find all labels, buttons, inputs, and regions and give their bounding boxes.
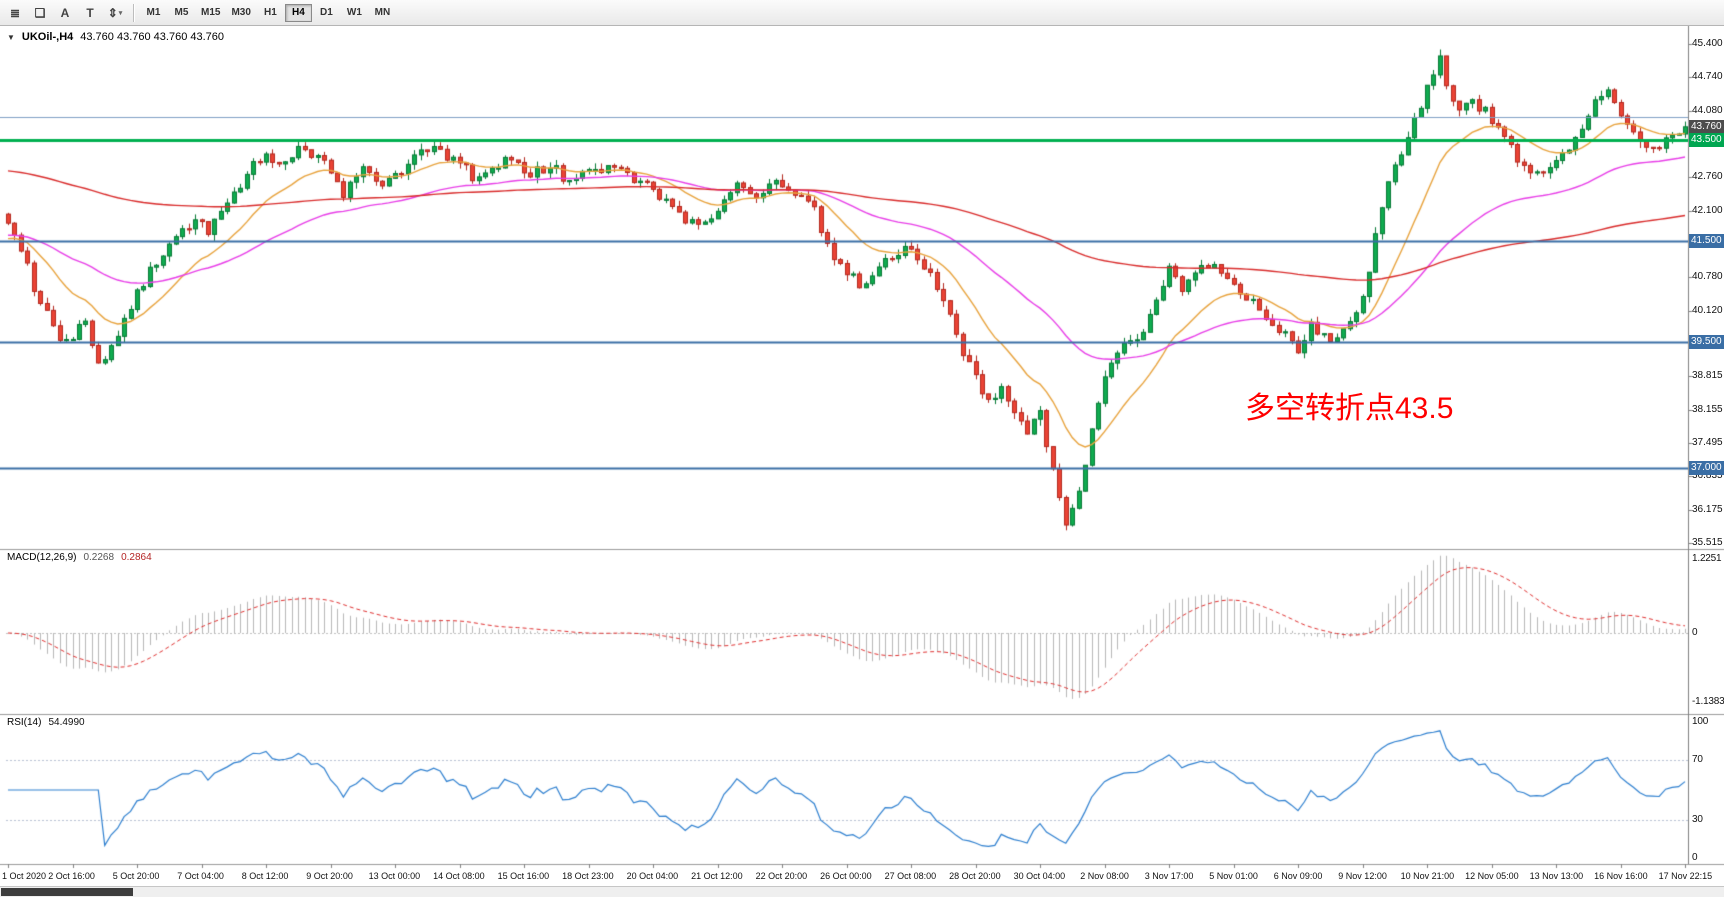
text-label-tool-icon[interactable]: A: [53, 3, 77, 23]
chart-text-annotation[interactable]: 多空转折点43.5: [1245, 392, 1454, 425]
timeframe-h1[interactable]: H1: [257, 4, 284, 22]
horizontal-scrollbar[interactable]: [0, 886, 1724, 897]
rsi-axis-100: 100: [1692, 716, 1709, 727]
text-tool-icon[interactable]: T: [78, 3, 102, 23]
horizontal-scrollbar-thumb[interactable]: [1, 888, 133, 896]
price-chart-canvas[interactable]: [0, 26, 1724, 897]
ohlc-values: 43.760 43.760 43.760 43.760: [80, 31, 225, 43]
rsi-axis-70: 70: [1692, 754, 1703, 765]
rsi-value: 54.4990: [48, 717, 85, 728]
timeframe-d1[interactable]: D1: [313, 4, 340, 22]
macd-axis-zero: 0: [1692, 627, 1698, 638]
timeframe-mn[interactable]: MN: [369, 4, 396, 22]
vertical-scale-tool[interactable]: ⇕ ▾: [103, 3, 127, 23]
symbol-timeframe-label: UKOil-,H4: [21, 31, 74, 43]
chart-header: ▼ UKOil-,H4 43.760 43.760 43.760 43.760: [7, 31, 224, 43]
timeframe-m30[interactable]: M30: [226, 4, 255, 22]
chart-list-icon[interactable]: ≣: [3, 3, 27, 23]
rsi-axis-30: 30: [1692, 814, 1703, 825]
charts-grid-icon[interactable]: ❏: [28, 3, 52, 23]
macd-name: MACD(12,26,9): [7, 552, 77, 563]
macd-main-value: 0.2268: [83, 552, 115, 563]
rsi-name: RSI(14): [7, 717, 42, 728]
timeframe-m15[interactable]: M15: [196, 4, 225, 22]
timeframe-m1[interactable]: M1: [140, 4, 167, 22]
macd-indicator-label: MACD(12,26,9) 0.2268 0.2864: [7, 552, 152, 563]
updown-arrows-icon: ⇕: [107, 5, 118, 20]
macd-axis-max: 1.2251: [1692, 553, 1722, 564]
toolbar: ≣ ❏ A T ⇕ ▾ M1 M5 M15 M30 H1 H4 D1 W1 MN: [0, 0, 1724, 26]
collapse-arrow-icon[interactable]: ▼: [7, 32, 15, 42]
rsi-indicator-label: RSI(14) 54.4990: [7, 717, 85, 728]
macd-axis-min: -1.1383: [1692, 696, 1724, 707]
timeframe-h4[interactable]: H4: [284, 3, 312, 22]
chevron-down-icon: ▾: [118, 9, 123, 17]
timeframe-w1[interactable]: W1: [341, 4, 368, 22]
macd-signal-value: 0.2864: [121, 552, 152, 563]
toolbar-separator: [133, 3, 134, 22]
rsi-axis-0: 0: [1692, 852, 1698, 863]
timeframe-m5[interactable]: M5: [168, 4, 195, 22]
